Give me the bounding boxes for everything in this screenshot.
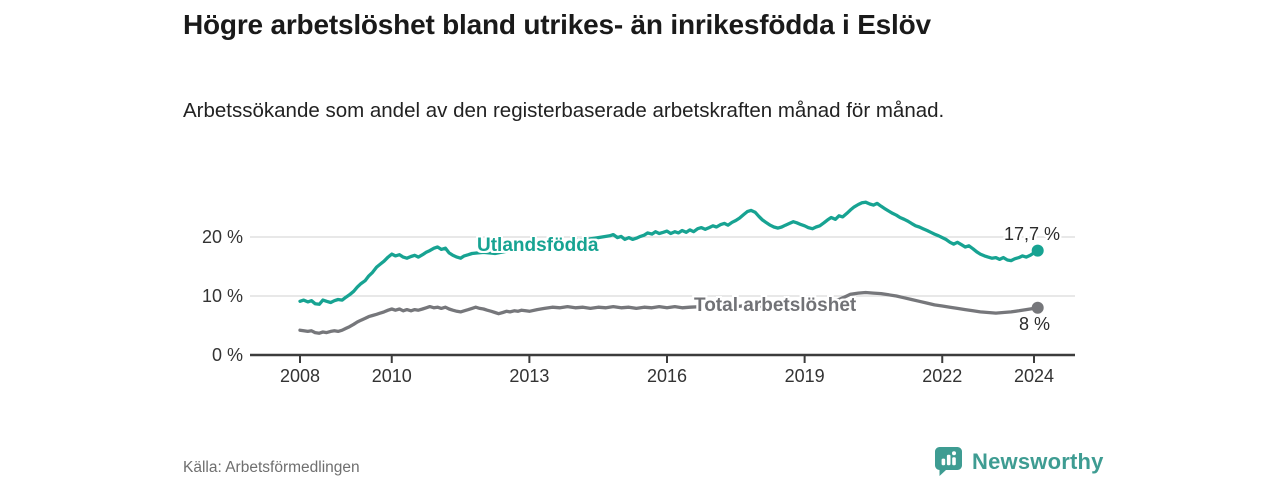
end-value-label-total: 8 % (1019, 314, 1051, 334)
newsworthy-logo[interactable]: Newsworthy (934, 446, 1104, 477)
svg-text:2013: 2013 (509, 366, 549, 386)
svg-text:2008: 2008 (280, 366, 320, 386)
svg-text:2024: 2024 (1014, 366, 1054, 386)
svg-text:2019: 2019 (785, 366, 825, 386)
chart-subtitle: Arbetssökande som andel av den registerb… (183, 99, 945, 122)
svg-text:0 %: 0 % (212, 345, 243, 365)
series-label-total-arbetsloshet: Total arbetslöshet (694, 295, 857, 316)
source-note: Källa: Arbetsförmedlingen (183, 459, 360, 476)
svg-text:10 %: 10 % (202, 286, 243, 306)
series-label-utlandsfodda: Utlandsfödda (477, 235, 599, 256)
end-value-label-utlandsfodda: 17,7 % (1004, 224, 1061, 244)
svg-text:20 %: 20 % (202, 227, 243, 247)
svg-text:2010: 2010 (372, 366, 412, 386)
newsworthy-wordmark: Newsworthy (972, 448, 1104, 474)
svg-text:2016: 2016 (647, 366, 687, 386)
bar-chart-speech-bubble-icon (935, 447, 962, 476)
page-title: Högre arbetslöshet bland utrikes- än inr… (183, 9, 931, 40)
svg-text:2022: 2022 (922, 366, 962, 386)
